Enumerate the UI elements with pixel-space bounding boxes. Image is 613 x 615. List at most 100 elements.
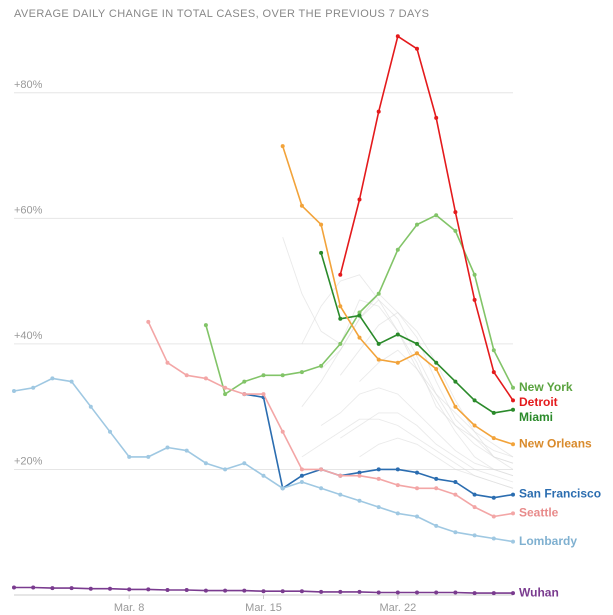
series-marker [473, 298, 477, 302]
y-axis-label: +40% [14, 330, 43, 342]
series-marker [511, 398, 515, 402]
series-marker [12, 389, 16, 393]
series-marker [358, 590, 362, 594]
series-marker [50, 586, 54, 590]
series-marker [70, 380, 74, 384]
series-marker [415, 47, 419, 51]
series-marker [223, 589, 227, 593]
series-label-lombardy: Lombardy [519, 534, 577, 548]
series-marker [377, 292, 381, 296]
series-marker [492, 436, 496, 440]
series-marker [127, 455, 131, 459]
series-marker [358, 314, 362, 318]
series-marker [415, 351, 419, 355]
series-marker [473, 533, 477, 537]
series-marker [434, 477, 438, 481]
series-marker [242, 461, 246, 465]
series-marker [358, 198, 362, 202]
series-miami [321, 253, 513, 413]
series-marker [50, 376, 54, 380]
x-axis-label: Mar. 22 [380, 602, 417, 614]
series-marker [396, 333, 400, 337]
series-marker [396, 591, 400, 595]
series-marker [511, 442, 515, 446]
series-marker [223, 392, 227, 396]
series-marker [473, 591, 477, 595]
series-marker [319, 364, 323, 368]
series-marker [204, 461, 208, 465]
series-marker [338, 273, 342, 277]
series-marker [434, 116, 438, 120]
series-marker [319, 486, 323, 490]
series-marker [377, 342, 381, 346]
series-marker [89, 587, 93, 591]
chart-svg: +20%+40%+60%+80%Mar. 8Mar. 15Mar. 22New … [0, 0, 613, 615]
series-marker [377, 505, 381, 509]
x-axis-label: Mar. 8 [114, 602, 145, 614]
series-marker [166, 446, 170, 450]
series-marker [300, 480, 304, 484]
series-san-francisco [244, 394, 513, 498]
series-marker [473, 505, 477, 509]
series-marker [396, 467, 400, 471]
series-marker [396, 511, 400, 515]
y-axis-label: +80% [14, 79, 43, 91]
series-marker [31, 386, 35, 390]
series-marker [434, 591, 438, 595]
series-marker [242, 380, 246, 384]
chart-container: AVERAGE DAILY CHANGE IN TOTAL CASES, OVE… [0, 0, 613, 615]
chart-title: AVERAGE DAILY CHANGE IN TOTAL CASES, OVE… [14, 8, 429, 20]
series-marker [492, 411, 496, 415]
series-marker [453, 210, 457, 214]
series-marker [377, 477, 381, 481]
series-marker [492, 370, 496, 374]
series-marker [146, 455, 150, 459]
series-marker [300, 204, 304, 208]
series-marker [185, 373, 189, 377]
series-marker [492, 348, 496, 352]
series-marker [511, 591, 515, 595]
series-marker [185, 449, 189, 453]
series-marker [453, 480, 457, 484]
series-marker [262, 474, 266, 478]
series-marker [204, 376, 208, 380]
series-marker [453, 591, 457, 595]
series-marker [300, 467, 304, 471]
series-marker [396, 34, 400, 38]
series-marker [511, 386, 515, 390]
series-marker [281, 430, 285, 434]
series-marker [146, 587, 150, 591]
series-marker [396, 483, 400, 487]
series-marker [242, 589, 246, 593]
series-label-miami: Miami [519, 410, 553, 424]
series-marker [473, 424, 477, 428]
series-marker [492, 591, 496, 595]
series-new-orleans [283, 146, 513, 444]
series-marker [223, 386, 227, 390]
series-marker [223, 467, 227, 471]
series-marker [281, 373, 285, 377]
series-marker [473, 273, 477, 277]
series-marker [300, 589, 304, 593]
series-marker [434, 213, 438, 217]
series-marker [415, 471, 419, 475]
series-marker [204, 323, 208, 327]
series-marker [415, 591, 419, 595]
series-label-detroit: Detroit [519, 395, 558, 409]
series-marker [89, 405, 93, 409]
series-marker [473, 398, 477, 402]
series-marker [511, 540, 515, 544]
series-marker [319, 223, 323, 227]
series-marker [396, 248, 400, 252]
series-marker [358, 336, 362, 340]
series-marker [108, 430, 112, 434]
series-marker [338, 317, 342, 321]
series-marker [434, 361, 438, 365]
series-marker [242, 392, 246, 396]
series-marker [108, 587, 112, 591]
series-marker [434, 367, 438, 371]
series-marker [262, 589, 266, 593]
series-marker [415, 223, 419, 227]
series-marker [185, 588, 189, 592]
y-axis-label: +60% [14, 204, 43, 216]
